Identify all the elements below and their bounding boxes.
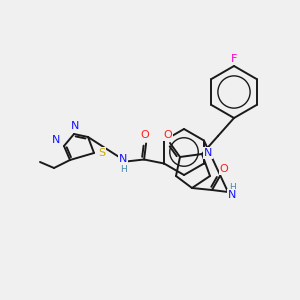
Text: N: N	[71, 121, 79, 131]
Text: O: O	[164, 130, 172, 140]
Text: N: N	[204, 148, 212, 158]
Text: H: H	[120, 165, 127, 174]
Text: F: F	[231, 54, 237, 64]
Text: H: H	[230, 182, 236, 191]
Text: N: N	[228, 190, 236, 200]
Text: O: O	[220, 164, 228, 174]
Text: S: S	[98, 148, 106, 158]
Text: O: O	[141, 130, 149, 140]
Text: N: N	[52, 135, 60, 145]
Text: N: N	[119, 154, 127, 164]
